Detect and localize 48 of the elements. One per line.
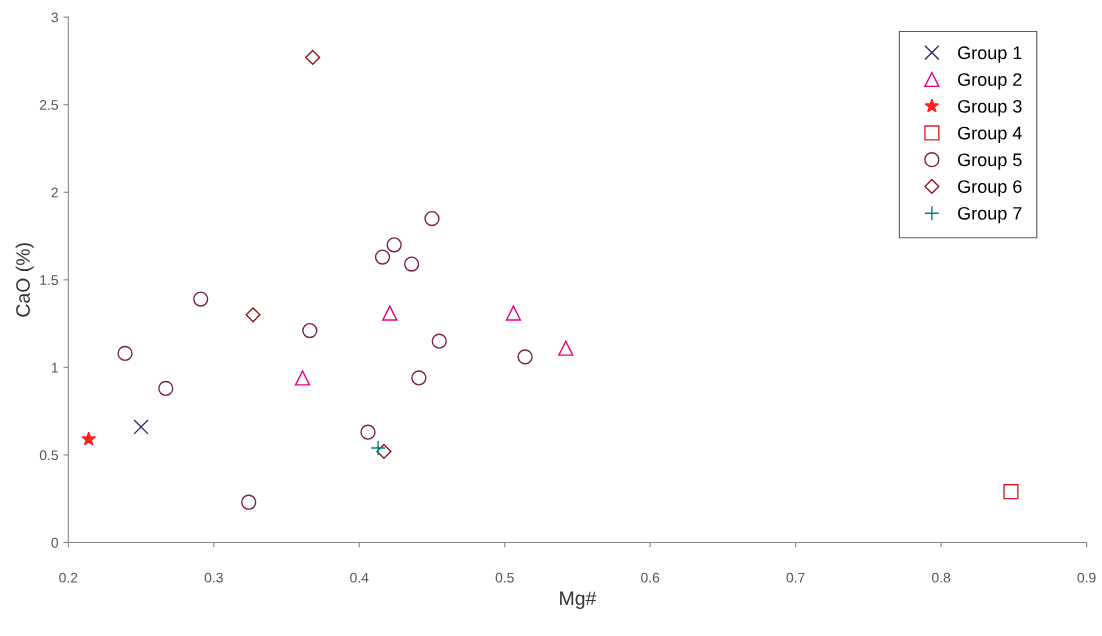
- legend-label: Group 1: [958, 46, 1022, 63]
- y-tick-label: 2: [51, 187, 58, 198]
- point: [431, 333, 447, 349]
- point: [133, 419, 149, 435]
- y-tick-label: 0.5: [39, 450, 59, 461]
- point: [245, 307, 261, 323]
- point: [411, 370, 427, 386]
- legend-label: Group 6: [958, 180, 1022, 197]
- point: [360, 424, 376, 440]
- point: [517, 349, 533, 365]
- x-tick-label: 0.6: [641, 572, 660, 583]
- y-tick-label: 0: [51, 537, 59, 548]
- point: [193, 291, 209, 307]
- y-tick-label: 1: [51, 362, 58, 373]
- point: [505, 305, 522, 321]
- point: [302, 322, 318, 339]
- y-tick-label: 3: [51, 12, 58, 23]
- x-tick-label: 0.3: [204, 572, 223, 583]
- point: [386, 237, 402, 253]
- point: [81, 431, 96, 446]
- point: [241, 494, 257, 510]
- point: [374, 249, 391, 265]
- legend-label: Group 2: [958, 73, 1022, 90]
- point: [305, 49, 321, 66]
- point: [294, 370, 311, 386]
- point: [382, 305, 398, 321]
- y-axis-title: CaO (%): [15, 243, 34, 317]
- point: [403, 256, 420, 272]
- y-tick-label: 2.5: [40, 100, 59, 110]
- point: [117, 345, 133, 362]
- legend-label: Group 4: [958, 126, 1022, 144]
- x-tick-label: 0.2: [59, 572, 78, 583]
- x-tick-label: 0.7: [786, 572, 805, 583]
- x-tick-label: 0.4: [350, 572, 369, 583]
- x-tick-label: 0.8: [932, 572, 951, 583]
- legend-label: Group 3: [958, 99, 1022, 117]
- point: [370, 440, 386, 456]
- legend-label: Group 5: [958, 153, 1022, 170]
- point: [424, 210, 440, 227]
- point: [158, 380, 174, 397]
- x-axis-title: Mg#: [560, 591, 597, 609]
- legend-label: Group 7: [958, 206, 1022, 224]
- x-tick-label: 0.5: [495, 572, 514, 583]
- x-tick-label: 0.9: [1077, 572, 1096, 583]
- point: [376, 443, 392, 460]
- point: [1003, 484, 1019, 500]
- y-tick-label: 1.5: [40, 275, 59, 286]
- point: [558, 340, 574, 356]
